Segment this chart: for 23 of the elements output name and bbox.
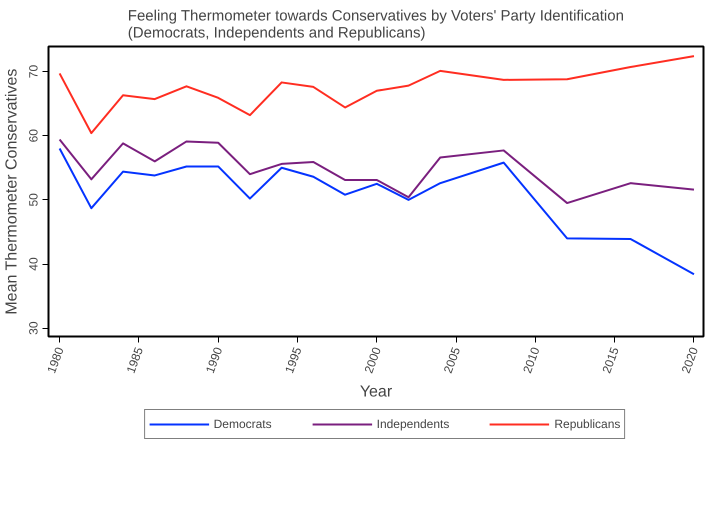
- x-tick-label: 1990: [202, 344, 226, 376]
- y-tick-label: 50: [26, 192, 40, 207]
- chart-title: Feeling Thermometer towards Conservatives by Voters' Party Identification (Democrats, Independents and Republicans): [128, 8, 624, 42]
- x-tick-label: 2010: [520, 344, 543, 376]
- legend-label: Democrats: [214, 417, 272, 431]
- x-tick-label: 2000: [362, 344, 384, 376]
- y-tick-label: 30: [26, 321, 40, 335]
- line-series: [58, 138, 695, 204]
- x-tick-label: 1995: [282, 344, 305, 376]
- legend-label: Republicans: [554, 417, 620, 431]
- legend-label: Independents: [376, 417, 450, 431]
- line-series: [58, 148, 695, 276]
- y-tick-label: 60: [26, 128, 40, 142]
- x-axis-title: Year: [360, 384, 393, 401]
- line-series: [58, 55, 695, 134]
- x-tick-label: 1985: [124, 344, 146, 376]
- y-tick-label: 40: [26, 257, 40, 271]
- x-tick-label: 2015: [599, 344, 622, 376]
- y-tick-label: 70: [26, 64, 40, 78]
- x-tick-label: 1980: [44, 344, 67, 376]
- y-axis-title: Mean Thermometer Conservatives: [4, 68, 20, 315]
- x-tick-label: 2005: [440, 344, 464, 376]
- x-tick-label: 2020: [678, 344, 702, 376]
